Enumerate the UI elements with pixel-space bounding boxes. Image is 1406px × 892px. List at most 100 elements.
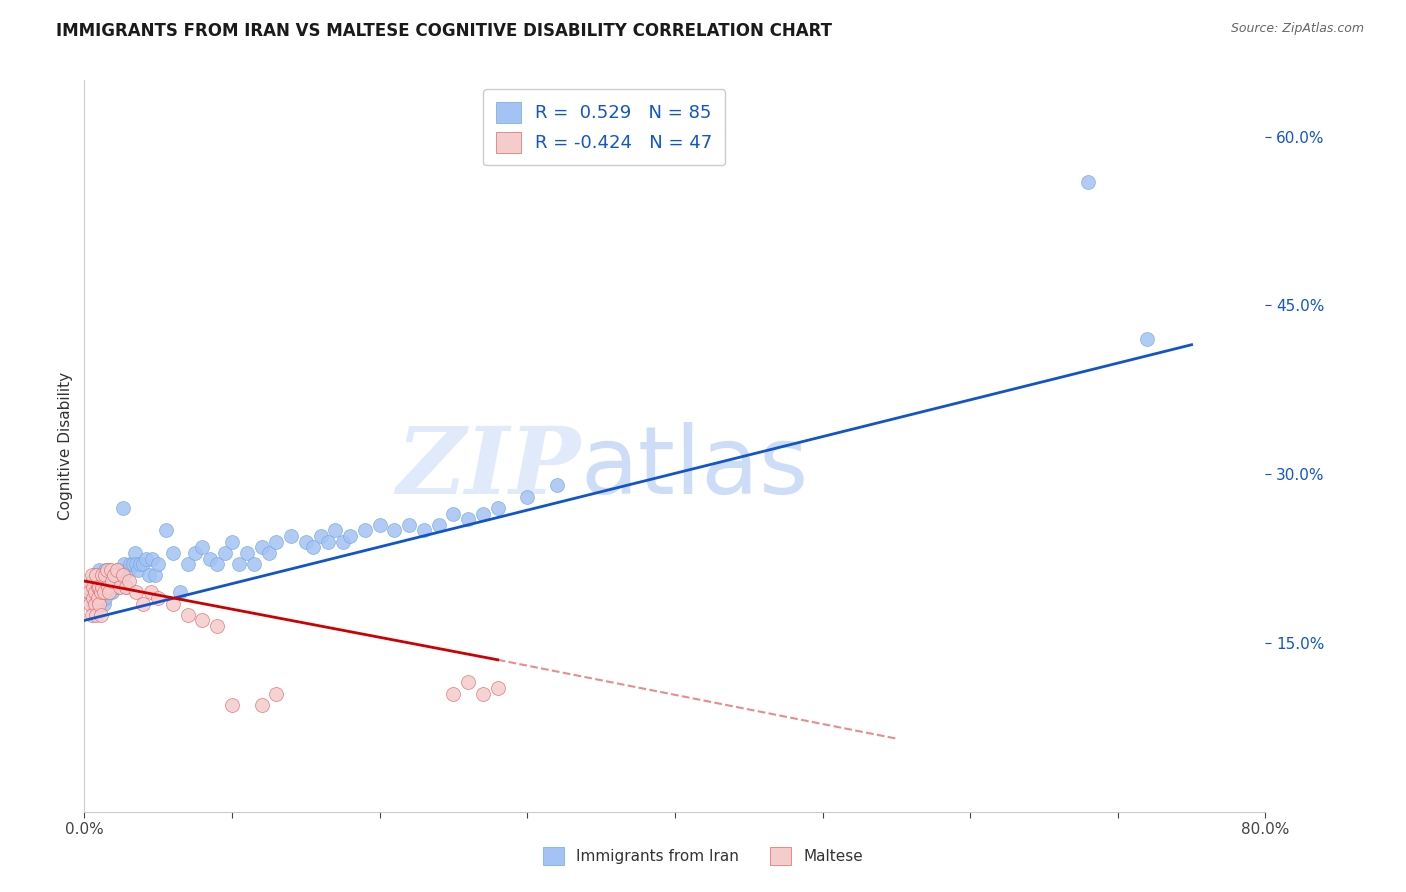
Point [94,563,117,577]
Point [132,597,155,611]
Point [441,687,464,701]
Point [457,512,479,526]
Point [89,574,111,588]
Point [132,557,155,571]
Point [84,607,107,622]
Point [80,574,103,588]
Point [1077,175,1099,189]
Point [105,563,128,577]
Point [427,517,450,532]
Point [257,546,280,560]
Point [96,563,118,577]
Point [124,546,146,560]
Point [112,557,135,571]
Point [413,524,436,538]
Point [89,580,111,594]
Point [82,597,104,611]
Point [120,557,142,571]
Point [96,574,118,588]
Point [100,563,122,577]
Point [105,563,128,577]
Point [90,607,112,622]
Point [91,580,114,594]
Point [84,585,107,599]
Point [107,580,129,594]
Point [205,557,228,571]
Point [302,541,325,555]
Text: ZIP: ZIP [396,423,581,513]
Point [93,597,115,611]
Point [98,585,121,599]
Point [205,619,228,633]
Point [250,541,273,555]
Text: IMMIGRANTS FROM IRAN VS MALTESE COGNITIVE DISABILITY CORRELATION CHART: IMMIGRANTS FROM IRAN VS MALTESE COGNITIV… [56,22,832,40]
Point [77,585,100,599]
Point [118,563,141,577]
Point [98,563,121,577]
Point [221,534,243,549]
Point [86,597,108,611]
Point [177,607,200,622]
Point [472,687,495,701]
Point [135,551,157,566]
Point [90,591,112,605]
Point [316,534,339,549]
Point [184,546,207,560]
Point [148,591,170,605]
Point [339,529,361,543]
Point [79,580,101,594]
Point [228,557,250,571]
Point [101,574,124,588]
Point [90,580,112,594]
Point [264,534,288,549]
Point [191,541,214,555]
Point [80,568,103,582]
Point [91,568,114,582]
Point [295,534,318,549]
Point [162,546,184,560]
Point [79,597,101,611]
Point [122,557,145,571]
Text: Source: ZipAtlas.com: Source: ZipAtlas.com [1230,22,1364,36]
Point [94,591,117,605]
Point [77,585,100,599]
Point [177,557,200,571]
Point [127,563,149,577]
Point [516,490,538,504]
Point [243,557,266,571]
Point [86,591,108,605]
Point [82,580,104,594]
Point [486,500,509,515]
Legend: Immigrants from Iran, Maltese: Immigrants from Iran, Maltese [537,841,869,871]
Point [101,585,124,599]
Point [83,597,105,611]
Point [139,585,162,599]
Point [280,529,302,543]
Point [104,574,127,588]
Point [1136,332,1159,346]
Point [250,698,273,712]
Y-axis label: Cognitive Disability: Cognitive Disability [58,372,73,520]
Point [155,524,177,538]
Point [84,568,107,582]
Text: atlas: atlas [581,422,808,514]
Point [125,557,148,571]
Point [114,580,136,594]
Point [80,607,103,622]
Point [108,580,131,594]
Point [103,568,125,582]
Point [90,585,112,599]
Point [486,681,509,695]
Point [110,563,132,577]
Point [148,557,170,571]
Point [83,591,105,605]
Point [191,614,214,628]
Point [398,517,420,532]
Point [89,563,111,577]
Point [108,568,131,582]
Point [198,551,221,566]
Point [143,568,166,582]
Point [84,568,107,582]
Point [354,524,377,538]
Point [169,585,191,599]
